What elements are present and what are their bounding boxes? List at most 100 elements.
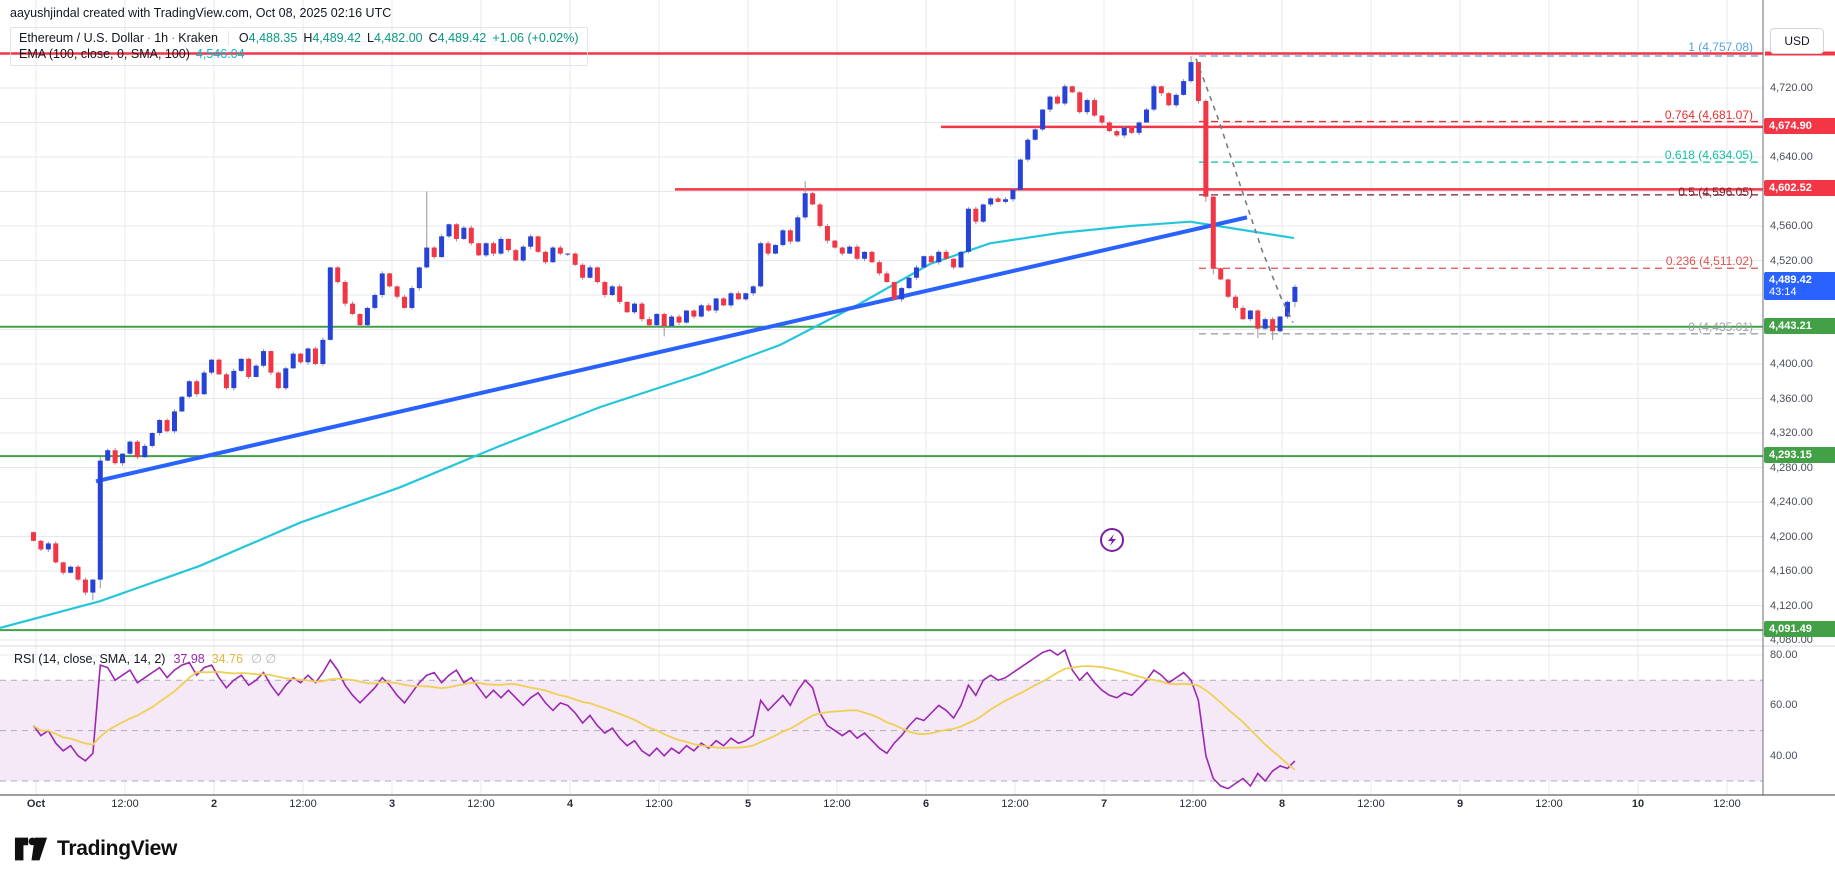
exchange-label: Kraken xyxy=(178,31,218,45)
separator: · xyxy=(147,31,152,45)
candle-body xyxy=(594,267,600,283)
candle-body xyxy=(1240,307,1246,320)
candle-body xyxy=(38,540,44,550)
brand-text: TradingView xyxy=(57,837,178,860)
candle-body xyxy=(824,226,830,241)
candle-body xyxy=(75,566,81,580)
candle-body xyxy=(735,293,741,300)
candle-body xyxy=(980,204,986,222)
candle-body xyxy=(632,303,638,313)
candle-body xyxy=(201,372,207,395)
candle-body xyxy=(409,288,415,308)
time-axis-label: 12:00 xyxy=(823,798,851,810)
time-axis-label: 7 xyxy=(1100,798,1108,810)
candle-body xyxy=(951,258,957,268)
candle-body xyxy=(1003,199,1009,202)
candle-body xyxy=(149,433,155,446)
candle-body xyxy=(1255,310,1261,329)
candle-body xyxy=(928,256,934,263)
price-tick-label: 4,240.00 xyxy=(1770,496,1813,508)
candle-body xyxy=(810,193,816,205)
candle-body xyxy=(795,217,801,242)
currency-toggle-button[interactable]: USD xyxy=(1770,28,1824,54)
candle-body xyxy=(1247,310,1253,320)
price-tick-label: 4,520.00 xyxy=(1770,254,1813,267)
price-tick-label: 4,640.00 xyxy=(1770,151,1813,163)
candle-body xyxy=(1136,122,1142,133)
candle-body xyxy=(439,236,445,258)
fib-level-label: 0.5 (4,596.05) xyxy=(1678,185,1753,199)
price-tick-label: 4,560.00 xyxy=(1770,220,1813,232)
time-axis-label: 12:00 xyxy=(645,798,673,810)
candle-body xyxy=(854,246,860,259)
ema-line xyxy=(0,220,1295,629)
candle-body xyxy=(1017,159,1023,190)
candle-body xyxy=(921,256,927,268)
rsi-empty-values: ∅ ∅ xyxy=(251,652,277,666)
tradingview-logo-icon xyxy=(14,837,48,861)
candle-body xyxy=(936,251,942,263)
candle-body xyxy=(832,240,838,248)
candle-body xyxy=(906,277,912,289)
price-tick-label: 4,320.00 xyxy=(1770,427,1813,439)
fib-level-label: 0.236 (4,511.02) xyxy=(1665,254,1753,268)
candle-body xyxy=(45,543,51,550)
projection-path xyxy=(1195,58,1294,323)
candle-body xyxy=(988,198,994,205)
candle-body xyxy=(1292,286,1298,302)
candle-body xyxy=(1284,301,1290,317)
candle-body xyxy=(728,293,734,306)
candle-body xyxy=(1270,319,1276,332)
candle-body xyxy=(416,267,422,289)
low-letter: L xyxy=(367,31,374,45)
time-axis-label: Oct xyxy=(26,798,46,810)
candle-body xyxy=(283,368,289,389)
candle-body xyxy=(60,562,66,573)
candle-body xyxy=(587,267,593,278)
price-tick-label: 4,400.00 xyxy=(1770,358,1813,370)
candle-body xyxy=(958,251,964,268)
candle-body xyxy=(31,532,36,541)
candle-body xyxy=(134,441,140,458)
price-tick-label: 4,280.00 xyxy=(1770,461,1813,474)
candle-body xyxy=(97,460,103,580)
time-axis-label: 9 xyxy=(1456,798,1464,810)
ohlc-values: O4,488.35 H4,489.42 L4,482.00 C4,489.42 +1.0… xyxy=(227,31,579,45)
chart-canvas[interactable] xyxy=(0,0,1835,812)
candle-body xyxy=(550,247,556,263)
candle-body xyxy=(1084,100,1090,113)
ema-row[interactable]: EMA (100, close, 0, SMA, 100) 4,546.04 xyxy=(19,46,579,62)
symbol-legend[interactable]: Ethereum / U.S. Dollar · 1h · Kraken O4,488.3… xyxy=(10,27,588,66)
candle-body xyxy=(1210,196,1216,269)
candle-body xyxy=(350,303,356,314)
candle-body xyxy=(53,543,59,563)
candle-body xyxy=(327,267,333,340)
candle-body xyxy=(973,208,979,222)
candle-body xyxy=(1129,127,1135,133)
candle-body xyxy=(179,396,185,412)
candle-body xyxy=(1233,296,1239,308)
candle-body xyxy=(216,359,222,375)
attribution-text: aayushjindal created with TradingView.co… xyxy=(10,6,392,20)
ema-value: 4,546.04 xyxy=(195,47,245,61)
candle-body xyxy=(617,286,623,302)
price-tick-label: 4,720.00 xyxy=(1770,82,1813,94)
candle-body xyxy=(268,351,274,373)
candle-body xyxy=(90,579,96,593)
candle-body xyxy=(758,243,764,287)
high-letter: H xyxy=(303,31,313,45)
candle-body xyxy=(913,267,919,278)
candle-body xyxy=(1218,268,1224,280)
candle-body xyxy=(817,204,823,226)
time-axis-label: 2 xyxy=(210,798,218,810)
candle-body xyxy=(290,353,296,369)
candle-body xyxy=(528,236,534,247)
candle-body xyxy=(105,450,111,461)
candle-body xyxy=(402,296,407,308)
candle-body xyxy=(424,247,430,268)
rsi-legend[interactable]: RSI (14, close, SMA, 14, 2) 37.98 34.76 ∅ ∅ xyxy=(14,651,276,666)
candle-body xyxy=(1166,93,1172,106)
candle-body xyxy=(164,420,170,432)
tradingview-logo[interactable]: TradingView xyxy=(14,834,177,864)
candle-body xyxy=(1277,316,1283,332)
